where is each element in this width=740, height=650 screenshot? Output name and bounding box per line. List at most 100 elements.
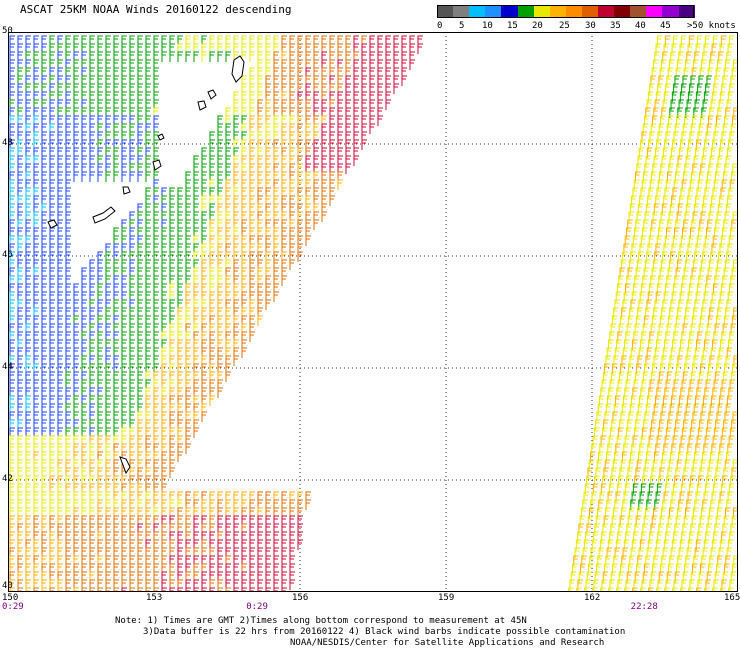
wind-barb xyxy=(33,563,39,574)
wind-barb xyxy=(594,571,601,582)
wind-barb xyxy=(17,387,23,398)
wind-barb xyxy=(249,315,255,326)
wind-barb xyxy=(65,555,71,566)
note-line-2: 3)Data buffer is 22 hrs from 20160122 4)… xyxy=(143,627,626,637)
wind-barb xyxy=(105,171,111,182)
wind-barb xyxy=(193,563,199,574)
wind-barb xyxy=(121,163,127,174)
wind-barb xyxy=(41,259,47,270)
wind-barb xyxy=(297,51,303,62)
wind-barb xyxy=(185,283,191,294)
wind-barb xyxy=(650,75,656,86)
wind-barb xyxy=(41,371,47,382)
wind-barb xyxy=(65,243,71,254)
wind-barb xyxy=(233,219,239,230)
wind-barb xyxy=(17,259,23,270)
wind-barb xyxy=(49,507,55,518)
wind-barb xyxy=(642,571,649,582)
wind-barb xyxy=(621,507,627,518)
wind-barb xyxy=(369,91,375,102)
wind-barb xyxy=(25,139,31,150)
wind-barb xyxy=(65,83,71,94)
wind-barb xyxy=(653,155,660,166)
wind-barb xyxy=(137,35,143,46)
wind-barb xyxy=(273,171,279,182)
wind-barb xyxy=(161,515,167,526)
wind-barb xyxy=(684,163,690,174)
wind-barb xyxy=(25,491,31,502)
wind-barb xyxy=(169,467,175,478)
wind-barb xyxy=(25,291,31,302)
wind-barb xyxy=(705,379,712,390)
wind-barb xyxy=(696,139,702,150)
wind-barb xyxy=(33,395,39,406)
wind-barb xyxy=(137,203,143,214)
wind-barb xyxy=(345,59,351,70)
wind-barb xyxy=(257,299,263,310)
wind-barb xyxy=(25,515,31,526)
wind-barb xyxy=(129,115,135,126)
wind-barb xyxy=(81,579,87,590)
wind-barb xyxy=(647,291,654,302)
wind-barb xyxy=(702,451,708,462)
wind-barb xyxy=(113,139,119,150)
wind-barb xyxy=(249,43,255,54)
wind-barb xyxy=(369,99,375,110)
wind-barb xyxy=(209,147,215,158)
wind-barb xyxy=(685,59,691,70)
wind-barb xyxy=(225,227,231,238)
wind-barb xyxy=(89,35,95,46)
wind-barb xyxy=(583,491,590,502)
wind-barb xyxy=(353,35,359,46)
wind-barb xyxy=(145,275,151,286)
wind-barb xyxy=(65,347,71,358)
wind-barb xyxy=(715,515,722,526)
colorbar-swatch xyxy=(614,5,631,18)
wind-barb xyxy=(41,419,47,430)
wind-barb xyxy=(25,539,31,550)
wind-barb xyxy=(201,307,207,318)
wind-barb xyxy=(727,395,733,406)
wind-barb xyxy=(9,523,15,534)
wind-barb xyxy=(105,371,111,382)
wind-barb xyxy=(9,99,15,110)
wind-barb xyxy=(97,579,103,590)
wind-barb xyxy=(651,419,657,430)
wind-barb xyxy=(25,315,31,326)
wind-barb xyxy=(265,227,271,238)
wind-barb xyxy=(49,363,55,374)
wind-barb xyxy=(604,459,611,470)
wind-barb xyxy=(65,547,71,558)
wind-barb xyxy=(209,171,215,182)
wind-barb xyxy=(121,539,127,550)
wind-barb xyxy=(129,147,135,158)
wind-barb xyxy=(9,59,15,70)
wind-barb xyxy=(17,299,23,310)
island-outline xyxy=(152,159,162,171)
wind-barb xyxy=(57,139,63,150)
wind-barb xyxy=(153,331,159,342)
wind-barb xyxy=(249,131,255,142)
wind-barb xyxy=(17,483,23,494)
wind-barb xyxy=(225,331,231,342)
wind-barb xyxy=(129,387,135,398)
wind-barb xyxy=(25,155,31,166)
wind-barb xyxy=(57,507,63,518)
wind-barb xyxy=(209,51,215,62)
wind-barb xyxy=(49,43,55,54)
wind-barb xyxy=(297,203,303,214)
wind-barb xyxy=(668,163,674,174)
wind-barb xyxy=(121,555,127,566)
wind-barb xyxy=(33,83,39,94)
wind-barb xyxy=(113,355,119,366)
wind-barb xyxy=(257,75,263,86)
wind-barb xyxy=(699,267,706,278)
wind-barb xyxy=(707,315,714,326)
wind-barb xyxy=(225,107,231,118)
wind-barb xyxy=(570,571,577,582)
wind-barb xyxy=(652,211,659,222)
wind-barb xyxy=(711,443,717,454)
wind-barb xyxy=(121,123,127,134)
wind-barb xyxy=(648,483,655,494)
longitude-label: 162 xyxy=(584,593,601,603)
